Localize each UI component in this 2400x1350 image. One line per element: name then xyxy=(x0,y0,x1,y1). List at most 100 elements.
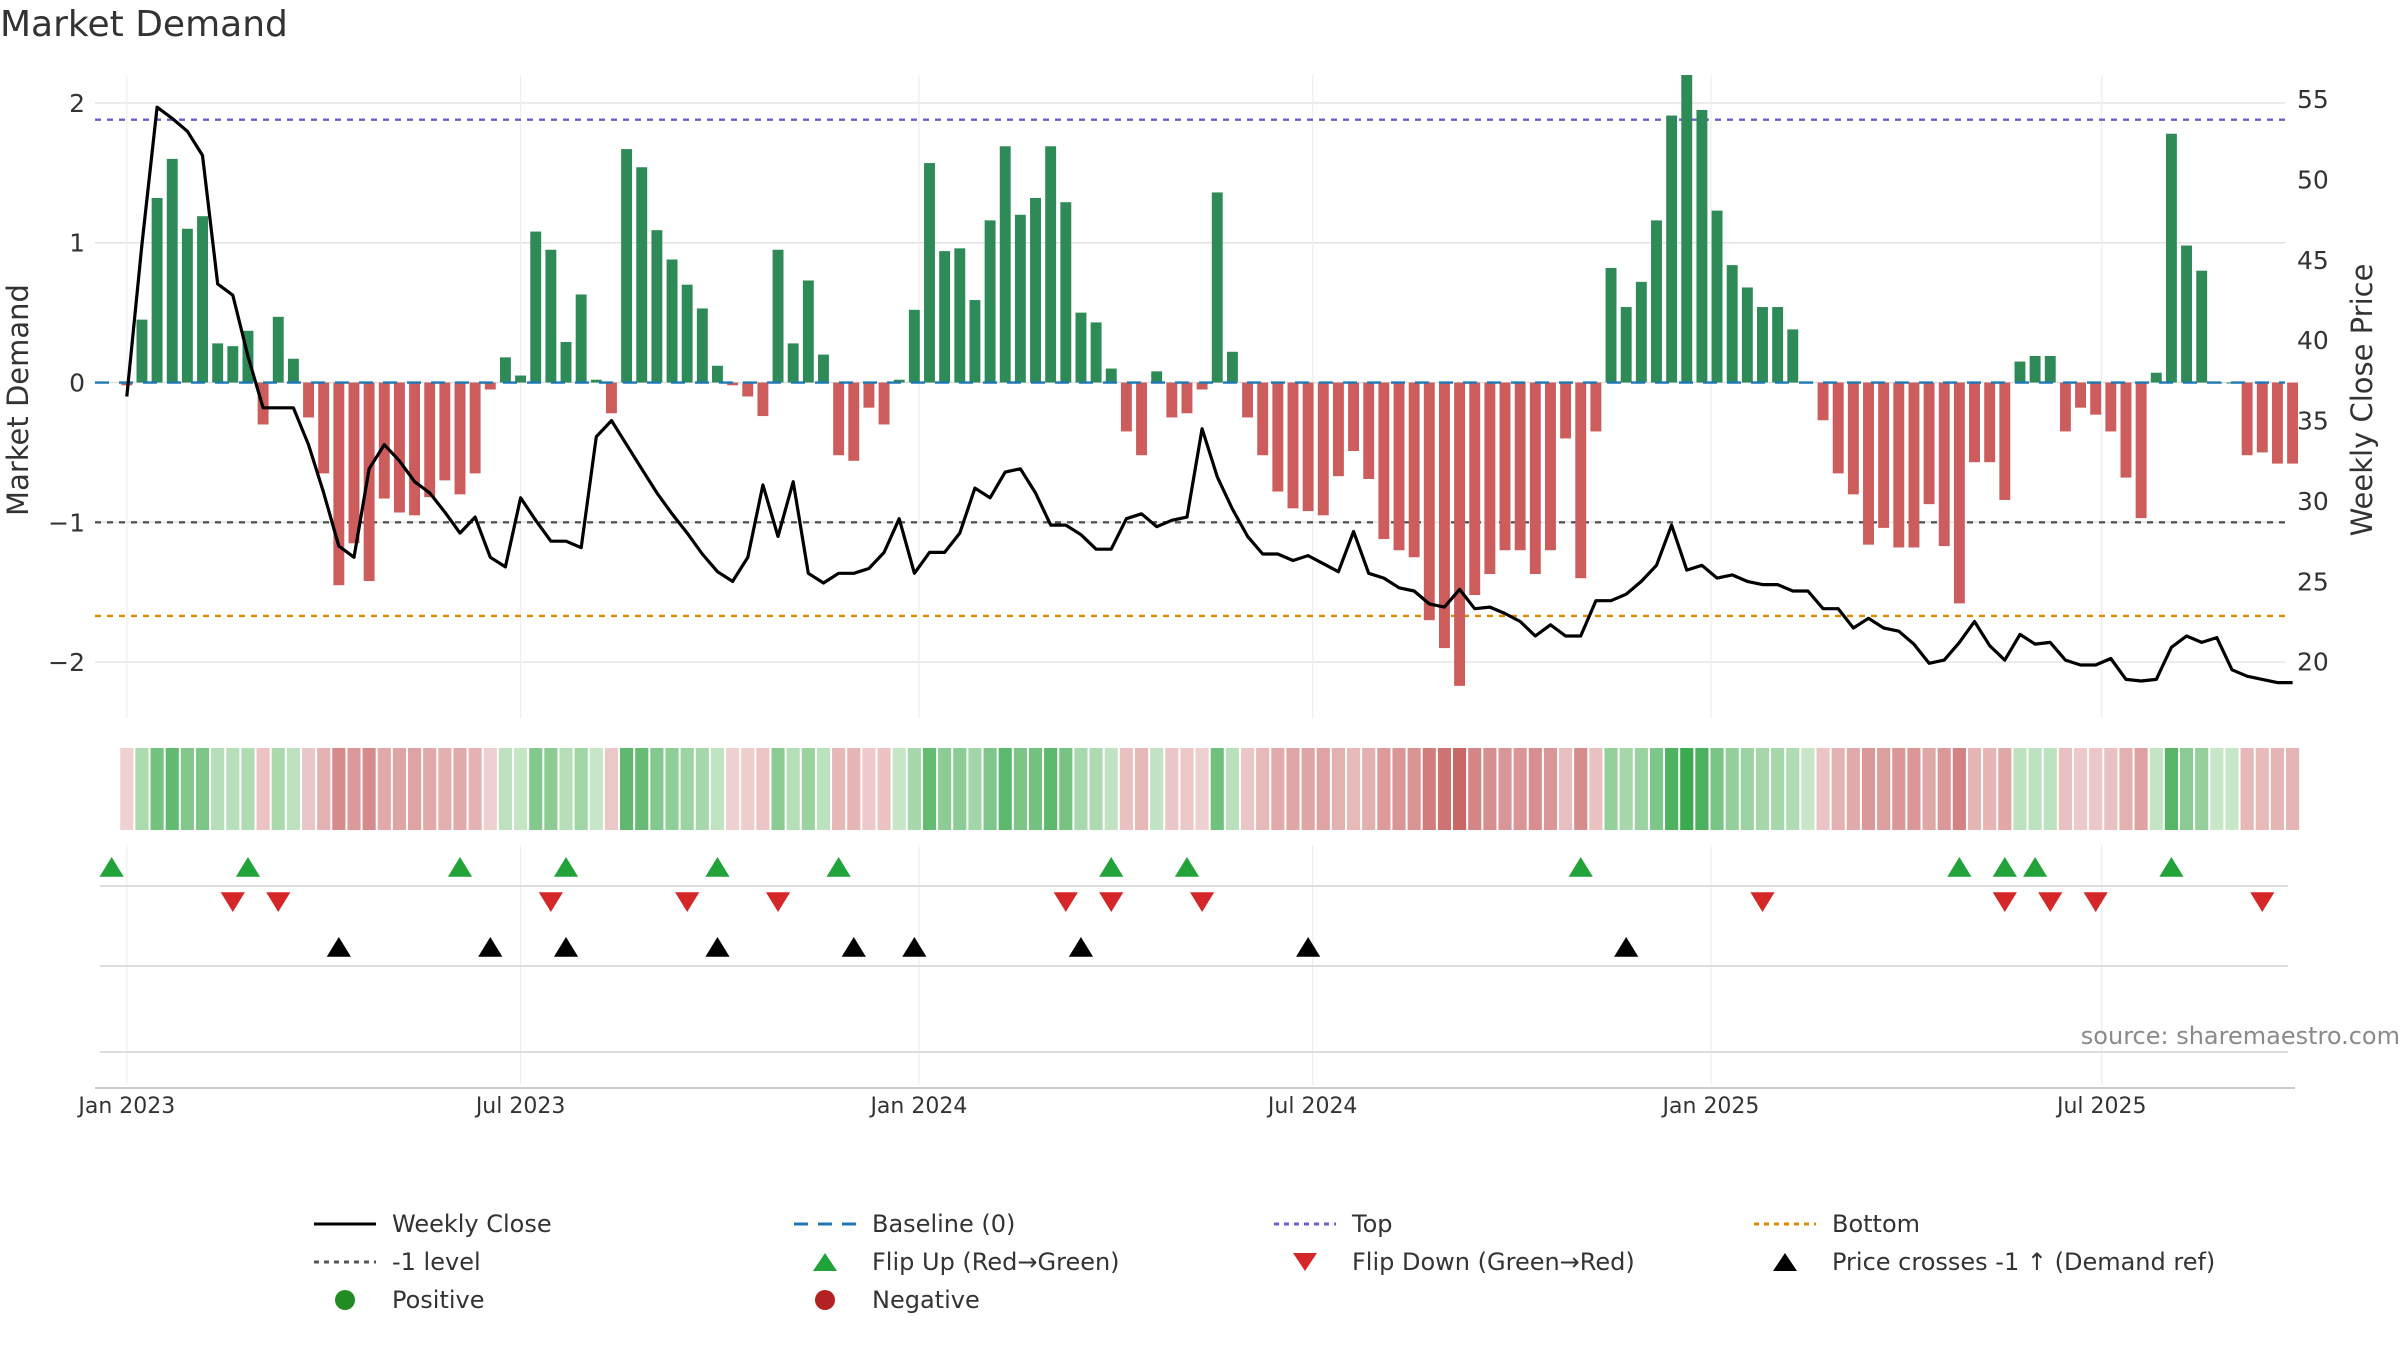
legend-label: Bottom xyxy=(1832,1210,1921,1238)
heat-cell xyxy=(226,748,240,830)
heat-cell xyxy=(1240,748,1255,830)
flip-up-marker xyxy=(1992,857,2017,877)
heat-cell xyxy=(1740,748,1754,830)
heat-cell xyxy=(483,748,497,830)
legend-label: Price crosses -1 ↑ (Demand ref) xyxy=(1832,1248,2216,1276)
heat-cell xyxy=(1771,748,1785,830)
demand-bar xyxy=(1726,265,1738,383)
demand-bar xyxy=(1772,307,1784,383)
y2-axis-title: Weekly Close Price xyxy=(2345,264,2379,537)
heat-cell xyxy=(786,748,800,830)
demand-bar xyxy=(1666,115,1678,383)
heat-cell xyxy=(650,748,664,830)
demand-bar xyxy=(606,382,617,414)
demand-bar xyxy=(575,294,587,383)
flip-up-marker xyxy=(235,857,261,877)
demand-bar xyxy=(1484,382,1496,575)
heat-cell xyxy=(1362,748,1376,830)
heat-cell xyxy=(2058,748,2072,830)
reference-levels xyxy=(95,118,2285,618)
legend-label: Top xyxy=(1352,1210,1393,1238)
heat-cell xyxy=(407,748,422,830)
heat-cell xyxy=(1937,748,1951,830)
flip-down-marker xyxy=(1992,892,2017,912)
heat-cell xyxy=(1210,748,1224,830)
flip-up-marker xyxy=(553,857,579,877)
heat-cell xyxy=(604,748,619,830)
flip-down-marker xyxy=(1750,892,1775,912)
demand-bar xyxy=(2165,133,2177,383)
heat-cell xyxy=(1907,748,1921,830)
y-tick-label: 2 xyxy=(69,89,85,118)
demand-bar xyxy=(1287,382,1299,509)
demand-bar xyxy=(681,284,693,383)
x-tick-label: Jan 2025 xyxy=(1661,1094,1760,1119)
heat-cell xyxy=(1967,748,1982,830)
heat-cell xyxy=(377,748,391,830)
heat-cell xyxy=(1225,748,1239,830)
flip-up-marker xyxy=(447,857,473,877)
heat-cell xyxy=(1877,748,1891,830)
demand-bar xyxy=(1317,382,1329,516)
heat-cell xyxy=(832,748,846,830)
heat-cell xyxy=(1150,748,1164,830)
heat-cell xyxy=(998,748,1012,830)
flip-up-marker xyxy=(705,857,730,877)
signal-markers xyxy=(99,857,2275,957)
heat-cell xyxy=(1786,748,1800,830)
demand-bar xyxy=(1151,371,1163,383)
demand-bar xyxy=(1863,382,1874,545)
heat-cell xyxy=(1695,748,1709,830)
demand-bar xyxy=(1014,214,1026,383)
demand-bar xyxy=(499,357,511,383)
legend-label: Weekly Close xyxy=(392,1210,552,1238)
heat-cell xyxy=(165,748,179,830)
demand-bar xyxy=(2287,382,2299,464)
heat-cell xyxy=(1256,748,1270,830)
legend-flip-up: Flip Up (Red→Green) xyxy=(790,1248,1120,1276)
demand-bar xyxy=(136,319,148,383)
legend-label: Flip Down (Green→Red) xyxy=(1352,1248,1635,1276)
flip-down-marker xyxy=(1099,892,1124,912)
y2-tick-label: 40 xyxy=(2297,326,2329,355)
demand-bar xyxy=(378,382,390,499)
demand-bar xyxy=(924,163,935,383)
demand-bar xyxy=(1332,382,1344,477)
circle-icon xyxy=(790,1287,860,1313)
demand-bar xyxy=(1105,368,1117,383)
demand-bar xyxy=(772,249,784,383)
heat-cell xyxy=(1013,748,1027,830)
demand-bar xyxy=(2105,382,2117,432)
heat-cell xyxy=(514,748,528,830)
heat-cell xyxy=(1392,748,1406,830)
price-cross-marker xyxy=(478,937,503,957)
demand-bar xyxy=(333,382,345,586)
legend-positive: Positive xyxy=(310,1286,485,1314)
demand-bar xyxy=(1696,109,1708,383)
demand-bar xyxy=(1847,382,1859,495)
flip-down-marker xyxy=(220,892,245,912)
heat-cell xyxy=(847,748,861,830)
x-tick-label: Jul 2023 xyxy=(474,1094,566,1119)
demand-bar xyxy=(2090,382,2102,415)
heat-cell xyxy=(1861,748,1876,830)
demand-bar xyxy=(1090,322,1102,383)
y2-tick-label: 50 xyxy=(2297,165,2329,194)
heat-cell xyxy=(1074,748,1088,830)
heat-cell xyxy=(1407,748,1421,830)
heat-cell xyxy=(2013,748,2027,830)
flip-up-marker xyxy=(2023,857,2048,877)
flip-down-marker xyxy=(675,892,700,912)
demand-bar xyxy=(863,382,875,408)
demand-bar xyxy=(424,382,436,498)
y2-tick-label: 55 xyxy=(2297,85,2329,114)
heat-cell xyxy=(1377,748,1391,830)
demand-bar xyxy=(1075,312,1087,383)
flip-down-marker xyxy=(538,892,563,912)
y-tick-label: 0 xyxy=(69,369,85,398)
x-tick-label: Jan 2023 xyxy=(76,1094,175,1119)
solid-line-icon xyxy=(310,1211,380,1237)
heat-cell xyxy=(362,748,376,830)
dotted-line-icon xyxy=(310,1249,380,1275)
heat-cell xyxy=(1028,748,1043,830)
